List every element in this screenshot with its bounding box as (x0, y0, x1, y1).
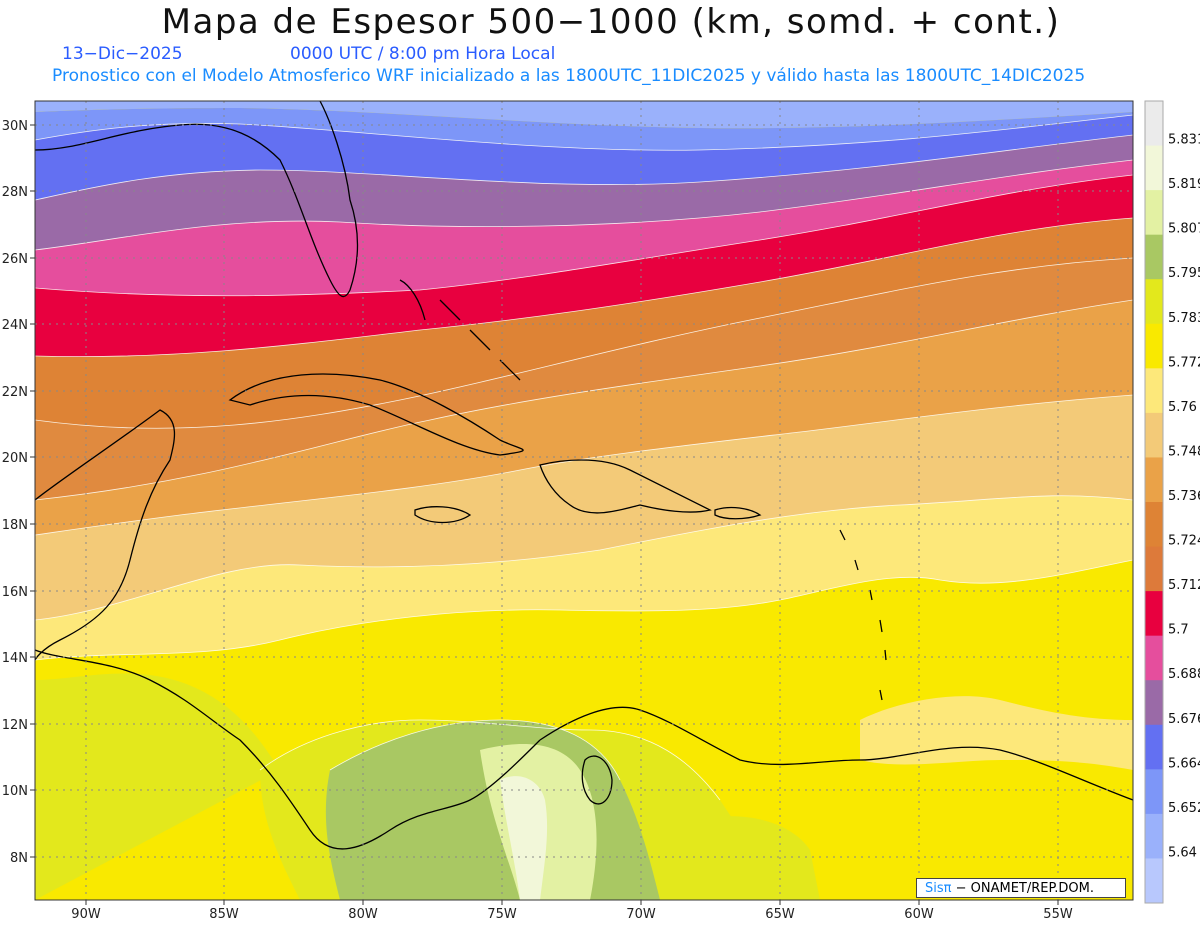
colorbar-label: 5.819 (1168, 177, 1200, 192)
lat-lon-grid (35, 101, 1133, 900)
colorbar-swatch (1145, 858, 1163, 904)
lat-tick-label: 20N (2, 451, 28, 466)
colorbar-swatch (1145, 145, 1163, 191)
lon-tick-label: 85W (209, 907, 239, 922)
colorbar-swatch (1145, 591, 1163, 637)
colorbar-swatch (1145, 457, 1163, 503)
lon-tick-label: 55W (1043, 907, 1073, 922)
lon-axis: 90W 85W 80W 75W 70W 65W 60W 55W (71, 900, 1073, 922)
lon-tick-label: 65W (765, 907, 795, 922)
lat-tick-label: 26N (2, 252, 28, 267)
colorbar-label: 5.736 (1168, 489, 1200, 504)
colorbar-label: 5.807 (1168, 222, 1200, 237)
colorbar-swatch (1145, 769, 1163, 815)
colorbar-swatch (1145, 101, 1163, 147)
colorbar-swatch (1145, 412, 1163, 458)
forecast-date: 13−Dic−2025 (62, 44, 183, 64)
colorbar-swatch (1145, 234, 1163, 280)
colorbar-label: 5.772 (1168, 355, 1200, 370)
thickness-fill-bands (35, 101, 1133, 900)
colorbar-label: 5.76 (1168, 400, 1197, 415)
lat-axis: 30N 28N 26N 24N 22N 20N 18N 16N 14N 12N … (2, 119, 35, 866)
colorbar-swatch (1145, 813, 1163, 859)
colorbar-label: 5.688 (1168, 667, 1200, 682)
colorbar-swatch (1145, 323, 1163, 369)
lat-tick-label: 14N (2, 651, 28, 666)
colorbar-label: 5.712 (1168, 578, 1200, 593)
lat-tick-label: 16N (2, 585, 28, 600)
colorbar-swatch (1145, 546, 1163, 592)
colorbar-swatch (1145, 502, 1163, 548)
lon-tick-label: 75W (487, 907, 517, 922)
lon-tick-label: 80W (348, 907, 378, 922)
colorbar-frame (1144, 100, 1164, 904)
lat-tick-label: 12N (2, 718, 28, 733)
colorbar-swatch (1145, 680, 1163, 726)
lat-tick-label: 24N (2, 318, 28, 333)
colorbar-swatch (1145, 635, 1163, 681)
colorbar-swatch (1145, 190, 1163, 236)
colorbar-swatch (1145, 368, 1163, 414)
colorbar-label: 5.7 (1168, 623, 1189, 638)
lat-tick-label: 10N (2, 784, 28, 799)
lat-tick-label: 18N (2, 518, 28, 533)
model-info: Pronostico con el Modelo Atmosferico WRF… (52, 66, 1086, 86)
lon-tick-label: 70W (626, 907, 656, 922)
colorbar-swatch (1145, 279, 1163, 325)
colorbar-label: 5.795 (1168, 266, 1200, 281)
map-title: Mapa de Espesor 500−1000 (km, somd. + co… (161, 2, 1061, 42)
credit-brand: Sisπ (925, 881, 952, 896)
lon-tick-label: 90W (71, 907, 101, 922)
forecast-time: 0000 UTC / 8:00 pm Hora Local (290, 44, 556, 64)
colorbar-label: 5.64 (1168, 845, 1197, 860)
colorbar-label: 5.783 (1168, 311, 1200, 326)
plot-frame (34, 100, 1134, 901)
colorbar-label: 5.676 (1168, 712, 1200, 727)
lat-tick-label: 22N (2, 385, 28, 400)
colorbar-label: 5.724 (1168, 534, 1200, 549)
colorbar-label: 5.831 (1168, 133, 1200, 148)
credit-box: Sisπ − ONAMET/REP.DOM. (916, 878, 1126, 898)
colorbar-label: 5.664 (1168, 756, 1200, 771)
colorbar: 5.831 5.819 5.807 5.795 5.783 5.772 5.76 5.748 5… (1144, 100, 1200, 904)
lat-tick-label: 30N (2, 119, 28, 134)
lat-tick-label: 8N (10, 851, 28, 866)
colorbar-label: 5.748 (1168, 444, 1200, 459)
colorbar-label: 5.652 (1168, 801, 1200, 816)
colorbar-swatch (1145, 724, 1163, 770)
coastlines (35, 101, 1133, 850)
credit-text: − ONAMET/REP.DOM. (951, 881, 1095, 896)
lon-tick-label: 60W (904, 907, 934, 922)
lat-tick-label: 28N (2, 185, 28, 200)
